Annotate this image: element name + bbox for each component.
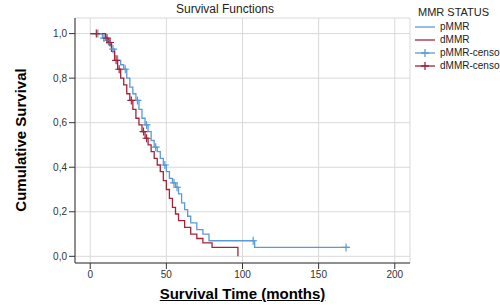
svg-text:0,0: 0,0 <box>53 251 67 262</box>
svg-text:0,4: 0,4 <box>53 162 67 173</box>
html-text:dMMR: dMMR <box>440 34 470 45</box>
svg-text:0,6: 0,6 <box>53 117 67 128</box>
html-text:Cumulative Survival: Cumulative Survival <box>11 68 29 212</box>
svg-text:1,0: 1,0 <box>53 28 67 39</box>
html-text:Survival Functions: Survival Functions <box>176 2 274 16</box>
svg-text:150: 150 <box>310 269 327 280</box>
svg-text:0,8: 0,8 <box>53 73 67 84</box>
html-text:Survival Time (months): Survival Time (months) <box>159 285 326 302</box>
html-text:MMR STATUS: MMR STATUS <box>418 6 490 18</box>
svg-text:100: 100 <box>234 269 251 280</box>
html-text:pMMR: pMMR <box>440 21 470 32</box>
svg-text:200: 200 <box>386 269 403 280</box>
svg-text:50: 50 <box>161 269 173 280</box>
svg-text:0: 0 <box>87 269 93 280</box>
svg-text:0,2: 0,2 <box>53 206 67 217</box>
